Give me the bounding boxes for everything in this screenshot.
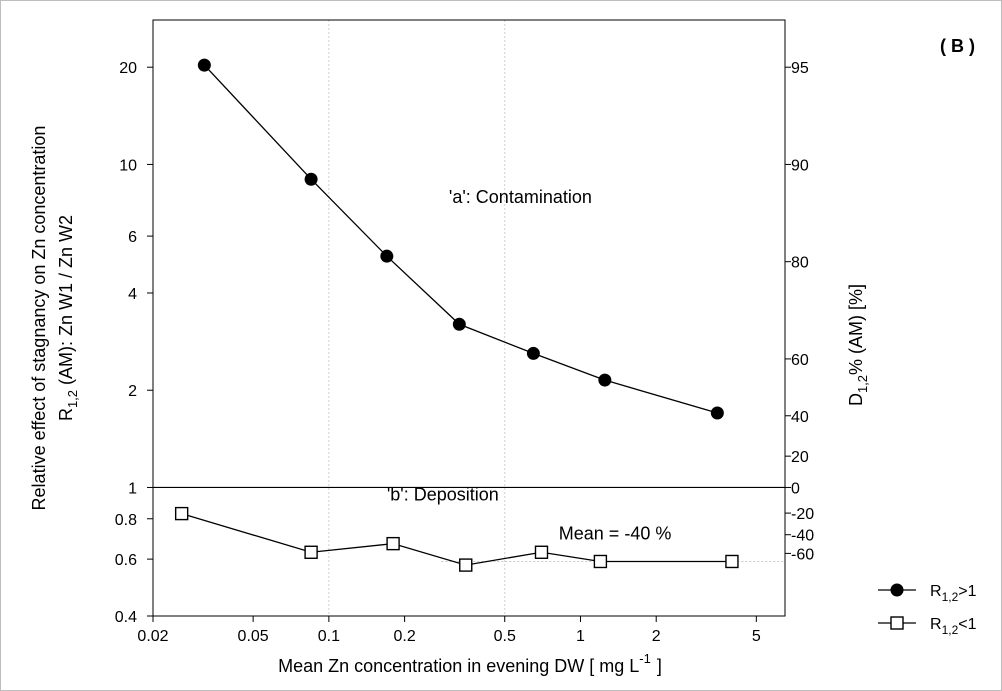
- x-tick-label: 0.02: [137, 628, 168, 645]
- data-point-open-square: [386, 536, 400, 551]
- annotation-mean: Mean = -40 %: [559, 524, 672, 544]
- legend-marker-filled-circle: [890, 583, 904, 597]
- y2-tick-label: 0: [791, 480, 800, 497]
- y-tick-label: 0.8: [115, 512, 137, 529]
- data-point-filled-circle: [452, 317, 466, 331]
- y2-tick-label: 40: [791, 409, 809, 426]
- legend-marker-open-square: [890, 616, 904, 630]
- y-axis-label-line1: Relative effect of stagnancy on Zn conce…: [29, 126, 49, 511]
- y-tick-label: 6: [128, 229, 137, 246]
- annotations: 'a': Contamination 'b': Deposition Mean = …: [387, 187, 671, 544]
- data-point-filled-circle: [197, 58, 211, 72]
- data-point-open-square: [304, 545, 318, 559]
- data-point-open-square: [725, 554, 739, 569]
- legend: R1,2>1 R1,2<1: [878, 583, 977, 637]
- legend-item-r-greater-1: R1,2>1: [878, 583, 977, 604]
- y2-tick-label: 80: [791, 255, 809, 272]
- series-layer: [174, 58, 739, 572]
- x-tick-label: 0.05: [238, 628, 269, 645]
- svg-text:R1,2>1: R1,2>1: [930, 583, 977, 604]
- data-point-open-square: [174, 506, 189, 521]
- x-tick-label: 0.1: [318, 628, 340, 645]
- y2-tick-label: 20: [791, 449, 809, 466]
- y-tick-label: 4: [128, 286, 137, 303]
- annotation-deposition: 'b': Deposition: [387, 485, 499, 505]
- annotation-contamination: 'a': Contamination: [449, 187, 592, 207]
- x-axis-label: Mean Zn concentration in evening DW [ mg…: [278, 651, 662, 676]
- legend-item-r-less-1: R1,2<1: [878, 616, 977, 637]
- y2-tick-label: -60: [791, 546, 814, 563]
- y2-axis-ticks: 95 90 80 60 40 20 0 -20 -40-60: [785, 60, 814, 563]
- x-tick-label: 2: [652, 628, 661, 645]
- y-tick-label: 20: [119, 60, 137, 77]
- y-axis-label-line2: R1,2 (AM): Zn W1 / Zn W2: [56, 215, 80, 421]
- panel-label: ( B ): [940, 36, 975, 56]
- data-point-filled-circle: [526, 346, 540, 360]
- y-axis-ticks: 0.4 0.6 0.8 1 2 4 6 10 20: [115, 60, 153, 626]
- x-tick-label: 1: [576, 628, 585, 645]
- data-point-open-square: [459, 558, 473, 572]
- y-tick-label: 2: [128, 383, 137, 400]
- svg-text:R1,2<1: R1,2<1: [930, 616, 977, 637]
- data-point-filled-circle: [380, 249, 394, 263]
- x-tick-label: 0.5: [494, 628, 516, 645]
- gridlines: [153, 20, 785, 616]
- data-point-open-square: [534, 545, 549, 559]
- data-point-filled-circle: [304, 172, 318, 186]
- y2-tick-label: 95: [791, 60, 809, 77]
- plot-area: [152, 19, 786, 617]
- data-point-filled-circle: [598, 373, 612, 387]
- y-tick-label: 0.6: [115, 552, 137, 569]
- y-tick-label: 0.4: [115, 609, 137, 626]
- data-point-open-square: [593, 554, 608, 569]
- x-tick-label: 0.2: [393, 628, 415, 645]
- y-tick-label: 10: [119, 157, 137, 174]
- y2-tick-label: -20: [791, 506, 814, 523]
- y2-tick-label: -40: [791, 528, 814, 545]
- y-tick-label: 1: [128, 480, 137, 497]
- data-point-filled-circle: [710, 406, 724, 420]
- x-tick-label: 5: [752, 628, 761, 645]
- y2-axis-label: D1,2% (AM) [%]: [846, 284, 870, 406]
- x-axis-ticks: 0.02 0.05 0.1 0.2 0.5 1 2 5: [137, 616, 761, 645]
- series-line-1: [203, 64, 718, 414]
- y2-tick-label: 90: [791, 157, 809, 174]
- y2-tick-label: 60: [791, 352, 809, 369]
